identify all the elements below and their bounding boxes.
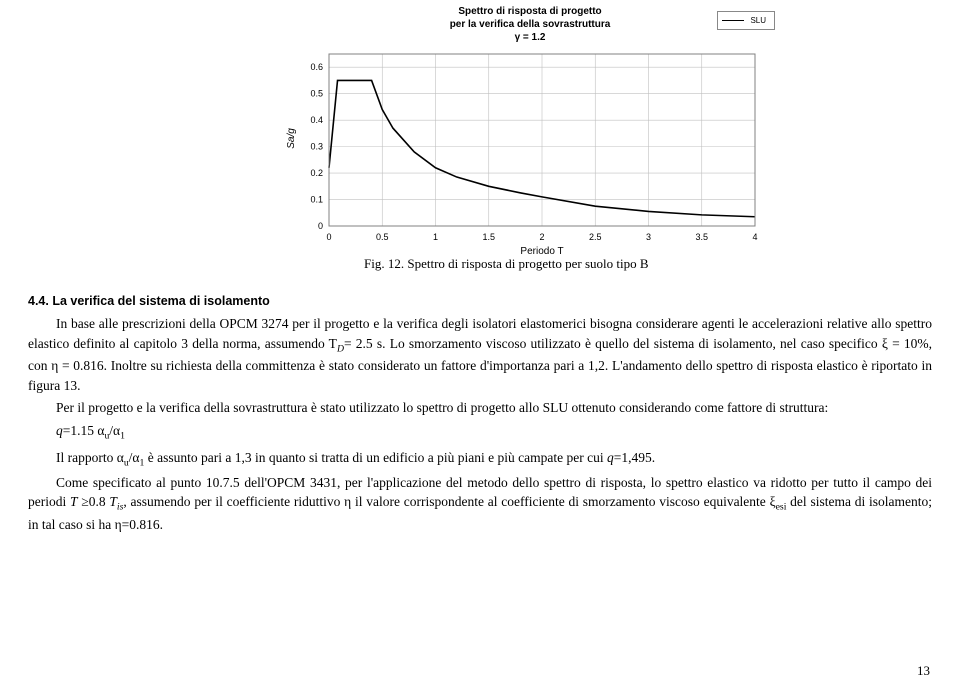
svg-text:4: 4 [752, 232, 757, 242]
legend-label: SLU [750, 16, 766, 25]
paragraph-1: In base alle prescrizioni della OPCM 327… [28, 314, 932, 395]
paragraph-4: Come specificato al punto 10.7.5 dell'OP… [28, 473, 932, 535]
svg-text:3: 3 [646, 232, 651, 242]
svg-text:0.2: 0.2 [310, 168, 323, 178]
page-number: 13 [917, 663, 930, 679]
legend-line-icon [722, 20, 744, 21]
svg-text:2.5: 2.5 [589, 232, 602, 242]
svg-text:0.1: 0.1 [310, 195, 323, 205]
chart-title-line1: Spettro di risposta di progetto [458, 6, 601, 17]
chart-plot-area: Sa/g 00.511.522.533.5400.10.20.30.40.50.… [295, 48, 785, 263]
svg-text:0.6: 0.6 [310, 62, 323, 72]
figure-caption: Fig. 12. Spettro di risposta di progetto… [364, 256, 649, 272]
svg-text:0: 0 [326, 232, 331, 242]
paragraph-3: Il rapporto αu/α1 è assunto pari a 1,3 i… [28, 448, 932, 471]
body-text: 4.4. La verifica del sistema di isolamen… [28, 292, 932, 537]
svg-text:2: 2 [539, 232, 544, 242]
chart-title-line3: γ = 1.2 [515, 32, 546, 43]
response-spectrum-chart: Spettro di risposta di progetto per la v… [295, 5, 785, 263]
paragraph-2: Per il progetto e la verifica della sovr… [28, 398, 932, 418]
equation-q: q=1.15 αu/α1 [56, 421, 932, 444]
chart-ylabel: Sa/g [286, 128, 297, 149]
svg-text:1.5: 1.5 [482, 232, 495, 242]
svg-text:0.4: 0.4 [310, 115, 323, 125]
chart-legend: SLU [717, 11, 775, 30]
svg-text:0.5: 0.5 [376, 232, 389, 242]
section-heading: 4.4. La verifica del sistema di isolamen… [28, 292, 932, 310]
svg-text:0.3: 0.3 [310, 142, 323, 152]
svg-text:0.5: 0.5 [310, 89, 323, 99]
svg-text:3.5: 3.5 [695, 232, 708, 242]
svg-text:0: 0 [318, 221, 323, 231]
chart-title: Spettro di risposta di progetto per la v… [395, 5, 665, 44]
chart-title-line2: per la verifica della sovrastruttura [450, 19, 611, 30]
svg-text:1: 1 [433, 232, 438, 242]
chart-svg: 00.511.522.533.5400.10.20.30.40.50.6Peri… [295, 48, 765, 258]
